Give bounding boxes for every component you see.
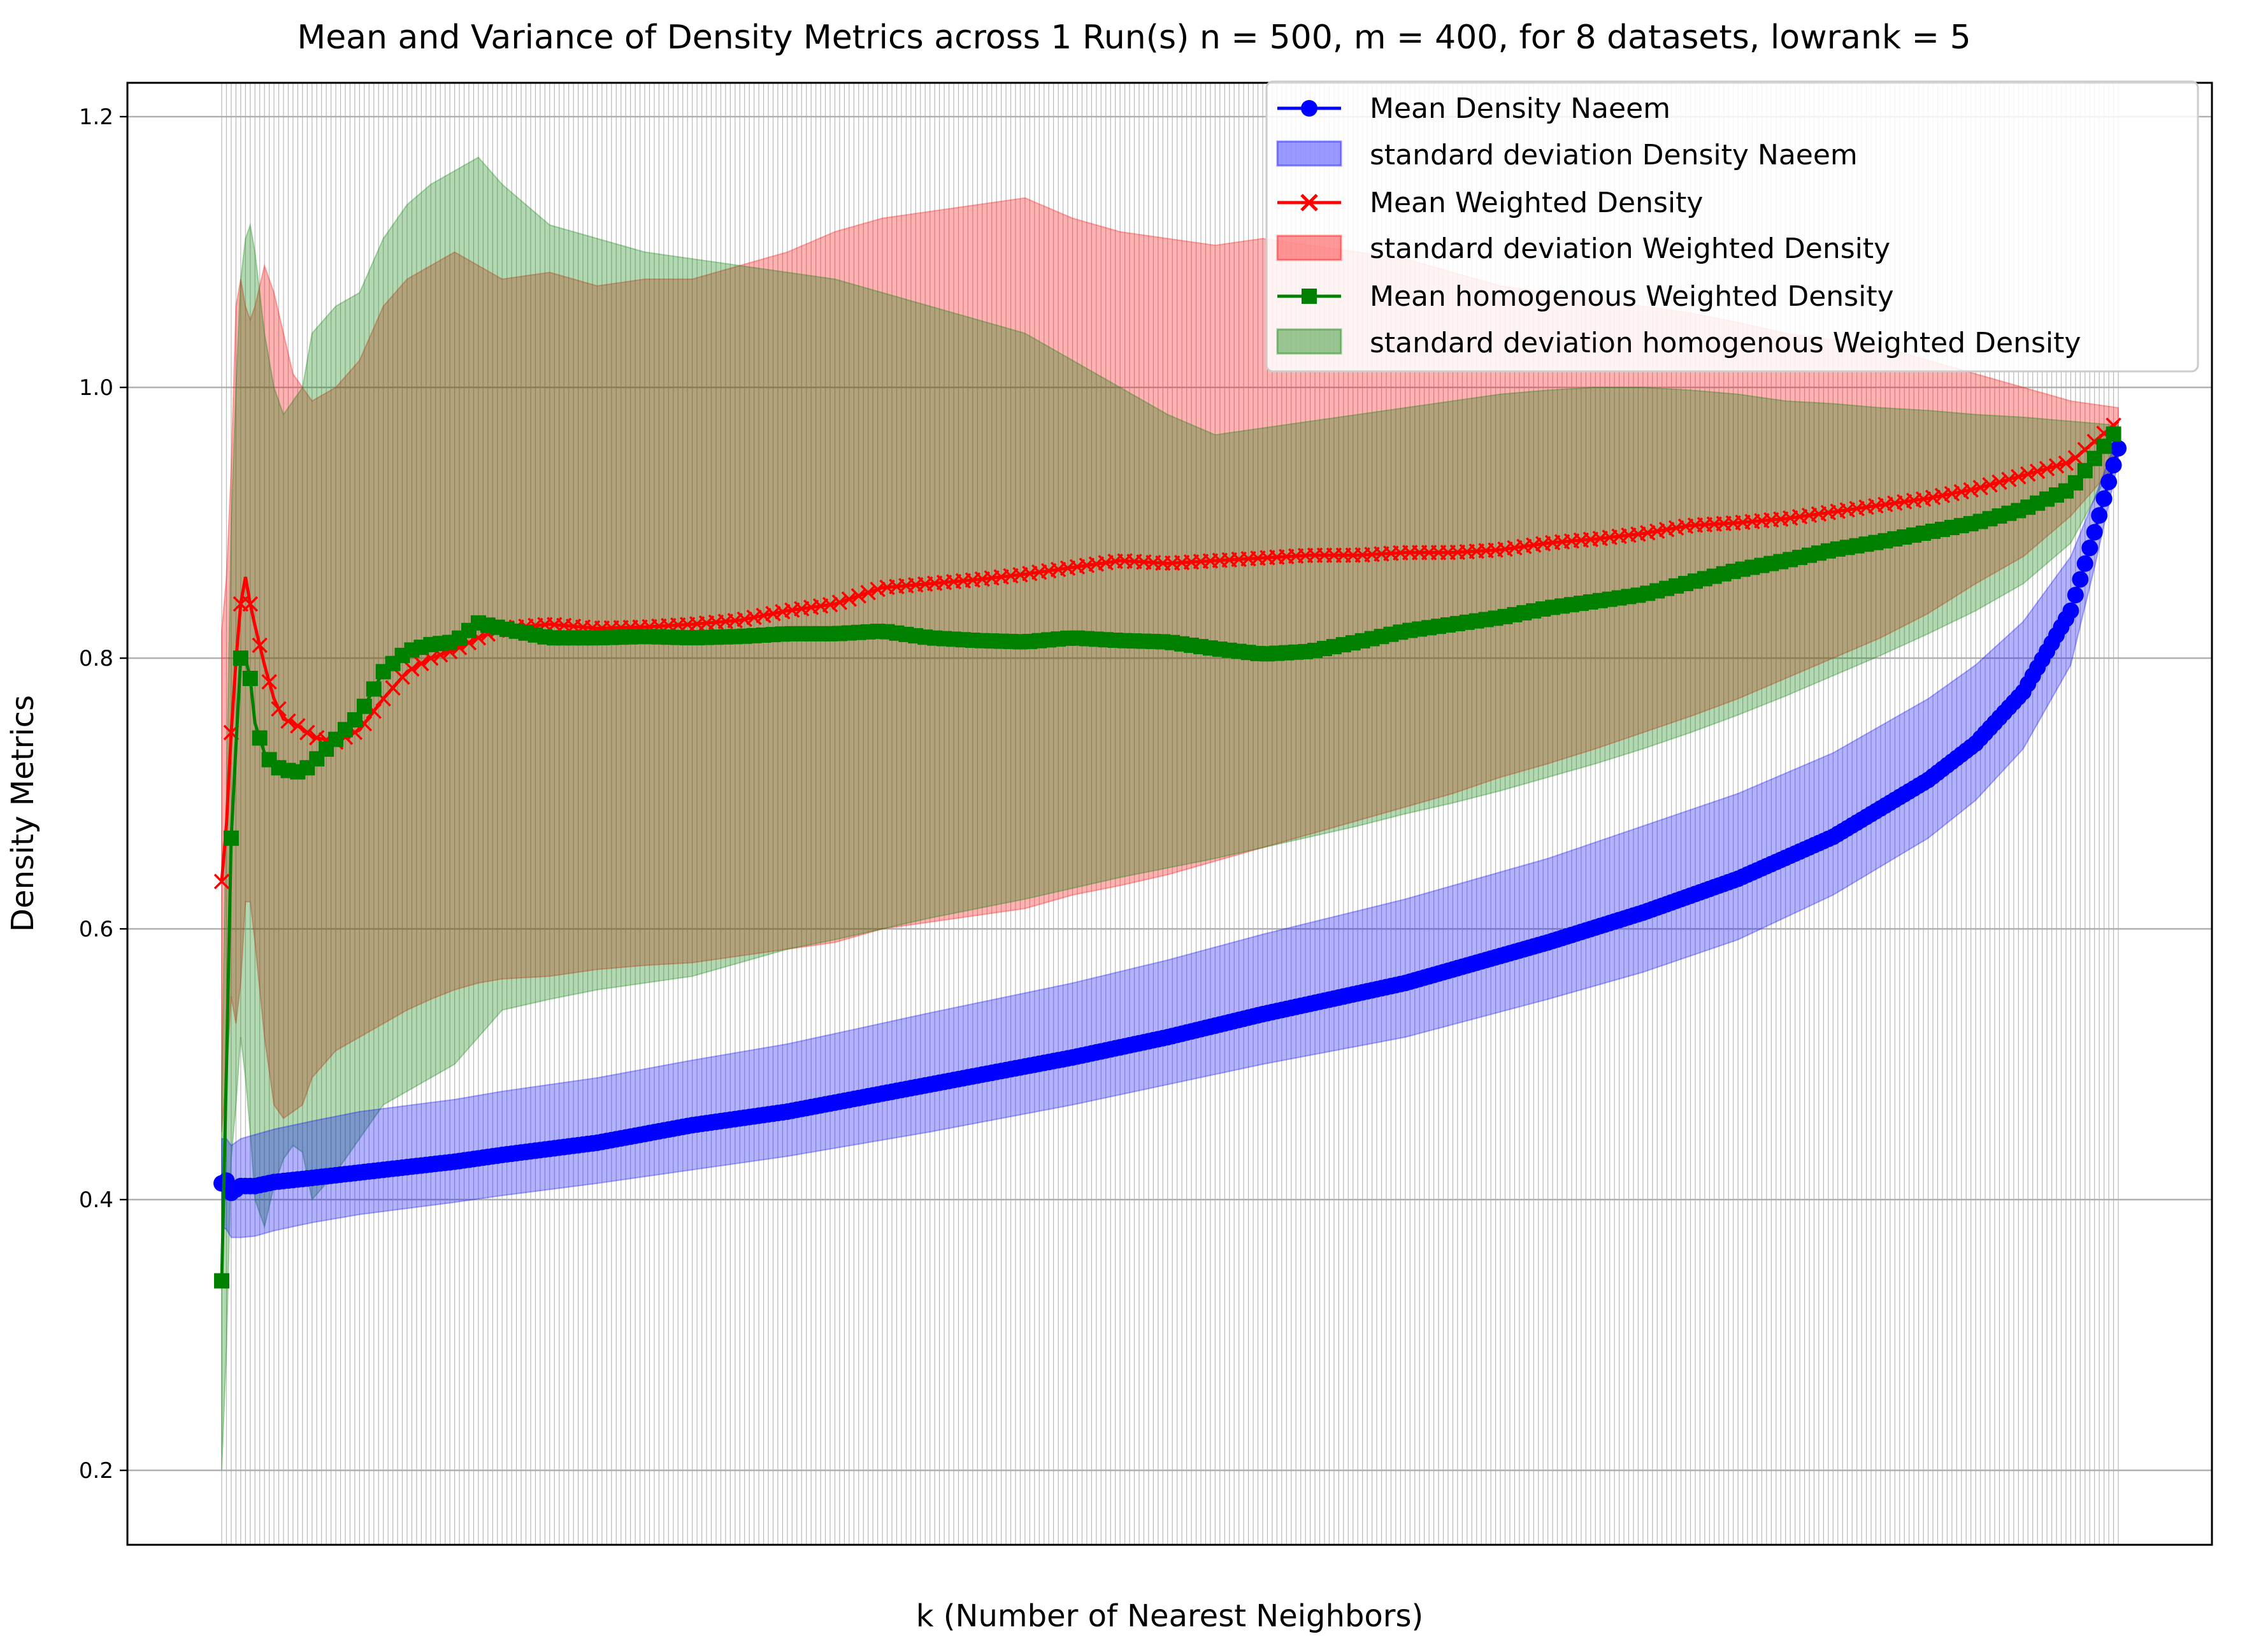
data-point [765, 605, 781, 622]
data-point [2067, 587, 2084, 604]
data-point [736, 611, 752, 627]
series-2 [214, 426, 2121, 1289]
legend: Mean Density Naeem standard deviation De… [1265, 80, 2199, 373]
data-point [1953, 484, 1970, 500]
data-point [756, 607, 772, 624]
chart-title: Mean and Variance of Density Metrics acr… [297, 18, 1970, 57]
data-point [831, 594, 848, 610]
legend-swatch [1276, 140, 1342, 167]
data-point [413, 656, 429, 671]
plot-frame [126, 82, 2213, 1546]
legend-marker-x [1300, 194, 1318, 211]
data-point [2106, 426, 2121, 442]
data-point [404, 661, 420, 677]
data-point [2072, 571, 2089, 588]
data-point [2062, 602, 2079, 619]
data-point [2081, 540, 2099, 557]
legend-label: standard deviation Weighted Density [1370, 233, 1890, 265]
legend-label: Mean Density Naeem [1370, 92, 1670, 125]
legend-marker-square [1302, 289, 1317, 304]
legend-label: Mean homogenous Weighted Density [1370, 280, 1894, 313]
data-point [356, 698, 372, 714]
legend-box [1265, 80, 2199, 373]
legend-entry-mean-naeem: Mean Density Naeem [1277, 92, 1670, 125]
data-point [2110, 440, 2127, 457]
data-point [2086, 524, 2103, 541]
data-point [2001, 471, 2017, 487]
series-0 [213, 440, 2127, 1201]
data-point [2020, 466, 2036, 482]
legend-label: standard deviation homogenous Weighted D… [1370, 327, 2081, 359]
legend-entry-std-weighted: standard deviation Weighted Density [1276, 233, 1890, 265]
data-point [2011, 469, 2027, 485]
legend-entry-mean-homogenous: Mean homogenous Weighted Density [1277, 280, 1894, 313]
x-axis-label: k (Number of Nearest Neighbors) [916, 1598, 1424, 1634]
data-point [290, 718, 306, 734]
data-point [2058, 455, 2074, 471]
x-gridlines [221, 83, 2119, 1545]
legend-label: Mean Weighted Density [1370, 187, 1703, 219]
data-point [2091, 507, 2108, 524]
data-point [2095, 490, 2113, 507]
data-point [2105, 457, 2122, 474]
y-tick-label: 0.8 [79, 646, 113, 671]
legend-entry-std-naeem: standard deviation Density Naeem [1276, 139, 1858, 171]
y-tick-label: 0.4 [79, 1187, 113, 1213]
data-point [870, 581, 886, 598]
y-ticks: 0.2 0.4 0.6 0.8 1.0 1.2 [79, 104, 127, 1484]
y-axis-label: Density Metrics [5, 695, 41, 932]
data-point [1934, 487, 1951, 504]
data-point [261, 674, 277, 690]
data-point [841, 591, 858, 607]
data-point [233, 650, 248, 666]
data-point [366, 681, 382, 697]
x-gridline [221, 83, 2119, 1545]
data-point [822, 596, 838, 613]
y-tick-label: 0.2 [79, 1458, 113, 1484]
data-point [242, 671, 258, 686]
data-point [252, 730, 268, 746]
y-tick-label: 1.0 [79, 375, 113, 401]
data-point [2076, 555, 2093, 572]
data-point [1925, 489, 1941, 506]
legend-marker-circle [1301, 100, 1317, 117]
data-point [213, 873, 230, 889]
series-lines [213, 417, 2127, 1289]
data-point [347, 712, 362, 728]
data-point [214, 1273, 229, 1289]
legend-label: standard deviation Density Naeem [1370, 139, 1858, 171]
data-point [280, 713, 296, 729]
data-point [1963, 482, 1979, 498]
data-point [1944, 485, 1960, 502]
data-point [271, 701, 287, 717]
data-point [2039, 461, 2055, 476]
data-point [299, 724, 315, 741]
y-tick-label: 0.6 [79, 917, 113, 942]
data-point [252, 637, 268, 654]
data-point [223, 830, 239, 846]
data-point [1982, 476, 1998, 493]
data-point [850, 588, 867, 604]
legend-entry-mean-weighted: Mean Weighted Density [1277, 187, 1703, 219]
data-point [2100, 473, 2118, 491]
data-point [2029, 463, 2046, 480]
legend-swatch [1276, 328, 1342, 355]
data-point [1972, 480, 1988, 496]
data-point [242, 596, 259, 612]
data-point [2048, 458, 2065, 474]
std-bands [221, 156, 2119, 1471]
legend-entry-std-homogenous: standard deviation homogenous Weighted D… [1276, 327, 2081, 359]
data-point [1992, 474, 2007, 491]
y-tick-label: 1.2 [79, 104, 113, 130]
legend-swatch [1276, 234, 1342, 261]
data-point [860, 585, 876, 601]
data-point [746, 609, 762, 626]
